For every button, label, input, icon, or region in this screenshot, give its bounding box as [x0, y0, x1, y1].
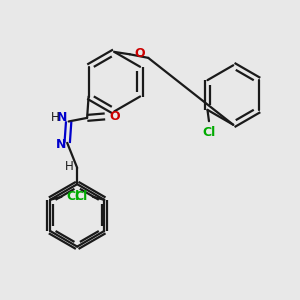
Text: Cl: Cl: [67, 190, 80, 203]
Text: O: O: [134, 46, 145, 60]
Text: O: O: [109, 110, 120, 123]
Text: Cl: Cl: [202, 126, 216, 139]
Text: Cl: Cl: [75, 190, 88, 203]
Text: H: H: [65, 160, 74, 173]
Text: N: N: [56, 138, 66, 151]
Text: H: H: [51, 111, 60, 124]
Text: N: N: [57, 111, 67, 124]
